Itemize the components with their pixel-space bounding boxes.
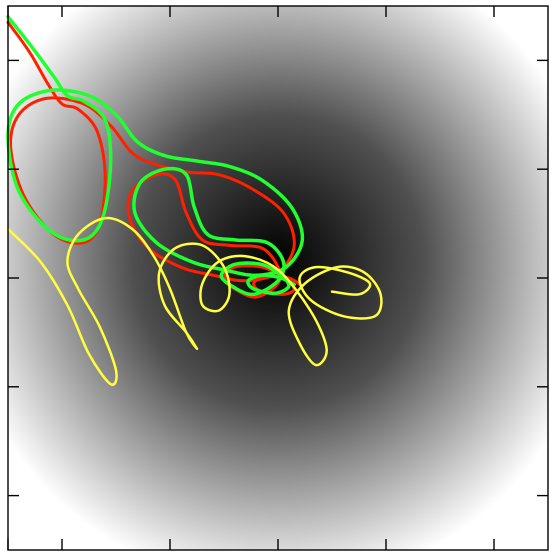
trajectory-series-3 bbox=[6, 216, 383, 386]
trajectory-series-1 bbox=[6, 20, 304, 299]
ticks-layer bbox=[7, 6, 548, 550]
series-layer bbox=[6, 15, 383, 386]
plot-frame bbox=[7, 5, 549, 551]
